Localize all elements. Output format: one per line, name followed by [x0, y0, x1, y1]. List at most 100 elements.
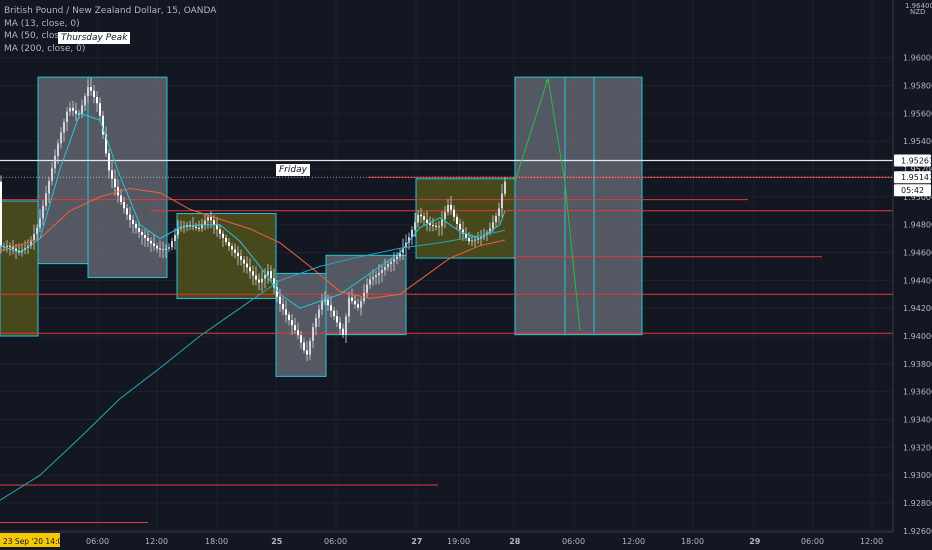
chart-legend: British Pound / New Zealand Dollar, 15, …: [4, 5, 216, 55]
candle-body: [369, 279, 371, 285]
y-tick-label: 1.95200: [903, 165, 932, 174]
ma13-line: [0, 112, 506, 309]
candle-body: [234, 249, 236, 253]
x-tick-label: 06:00: [324, 537, 347, 546]
candle-body: [66, 111, 68, 123]
candle-body: [15, 248, 17, 251]
candle-body: [207, 216, 209, 221]
candle-body: [105, 134, 107, 154]
candle-body: [168, 247, 170, 249]
candle-body: [411, 229, 413, 238]
candle-body: [492, 222, 494, 229]
candle-body: [39, 218, 41, 228]
annotation-friday[interactable]: Friday: [276, 164, 310, 176]
candle-body: [456, 216, 458, 224]
y-tick-label: 1.92800: [903, 499, 932, 508]
candle-body: [261, 278, 263, 283]
candle-body: [477, 238, 479, 240]
candle-body: [291, 320, 293, 326]
y-tick-label: 1.95400: [903, 137, 932, 146]
x-tick-label: 12:00: [145, 537, 168, 546]
ma50-line: [0, 187, 506, 299]
candle-body: [252, 271, 254, 276]
time-range-tag-label: 23 Sep '20 14:00: [3, 537, 67, 546]
candle-body: [141, 232, 143, 236]
candle-body: [147, 237, 149, 241]
candle-body: [228, 242, 230, 247]
candle-body: [255, 275, 257, 280]
candle-body: [474, 239, 476, 241]
candle-body: [72, 107, 74, 111]
y-tick-label: 1.95000: [903, 193, 932, 202]
range-box-0: [0, 200, 39, 337]
candle-body: [165, 248, 167, 250]
candle-body: [249, 267, 251, 272]
candle-body: [471, 240, 473, 242]
x-tick-label: 19:00: [447, 537, 470, 546]
x-tick-label: 28: [509, 537, 521, 546]
price-tag-bg: [894, 184, 931, 197]
candle-body: [327, 299, 329, 306]
candle-body: [108, 153, 110, 171]
candle-body: [42, 205, 44, 219]
candle-body: [360, 301, 362, 308]
candle-body: [444, 212, 446, 220]
x-tick-label: 06:00: [562, 537, 585, 546]
candle-body: [429, 223, 431, 226]
candle-body: [324, 299, 326, 302]
indicator-ma50[interactable]: MA (50, close, 0): [4, 31, 80, 41]
candle-body: [216, 224, 218, 230]
candle-body: [186, 225, 188, 227]
candle-body: [219, 229, 221, 234]
candle-body: [339, 322, 341, 329]
x-tick-label: 06:00: [86, 537, 109, 546]
candle-body: [357, 304, 359, 308]
range-box-8: [564, 76, 595, 336]
candle-body: [162, 249, 164, 251]
candle-body: [378, 272, 380, 276]
y-tick-label: 1.96000: [903, 54, 932, 63]
candle-body: [183, 225, 185, 227]
y-tick-label: 1.93600: [903, 388, 932, 397]
candle-body: [450, 204, 452, 210]
candle-body: [468, 237, 470, 242]
candle-body: [309, 340, 311, 355]
candle-body: [381, 269, 383, 273]
candle-body: [138, 228, 140, 233]
candle-body: [237, 252, 239, 257]
candle-body: [18, 250, 20, 253]
symbol-title: British Pound / New Zealand Dollar, 15, …: [4, 6, 217, 16]
candle-body: [393, 259, 395, 262]
candle-body: [210, 216, 212, 221]
candle-body: [117, 187, 119, 196]
candle-body: [90, 87, 92, 91]
candle-body: [441, 219, 443, 227]
y-tick-label: 1.94800: [903, 221, 932, 230]
candle-body: [69, 107, 71, 112]
candle-body: [300, 335, 302, 343]
candle-body: [264, 274, 266, 279]
indicator-ma200[interactable]: MA (200, close, 0): [4, 43, 86, 54]
candle-body: [354, 300, 356, 305]
y-tick-label: 1.93800: [903, 360, 932, 369]
candle-body: [246, 263, 248, 268]
candle-body: [123, 202, 125, 209]
candle-body: [399, 252, 401, 257]
indicator-ma13[interactable]: MA (13, close, 0): [4, 18, 80, 29]
candle-body: [267, 271, 269, 275]
range-box-1: [37, 76, 89, 265]
candle-body: [51, 168, 53, 181]
y-tick-label: 1.95600: [903, 109, 932, 118]
candle-body: [366, 284, 368, 293]
y-tick-label: 1.93000: [903, 471, 932, 480]
candle-body: [438, 226, 440, 228]
candle-body: [417, 214, 419, 223]
candle-body: [408, 237, 410, 243]
candle-body: [351, 297, 353, 301]
annotation-thursday-peak[interactable]: Thursday Peak: [58, 32, 131, 44]
candle-body: [54, 155, 56, 169]
x-tick-label: 12:00: [622, 537, 645, 546]
candle-body: [345, 316, 347, 335]
candle-body: [111, 170, 113, 179]
